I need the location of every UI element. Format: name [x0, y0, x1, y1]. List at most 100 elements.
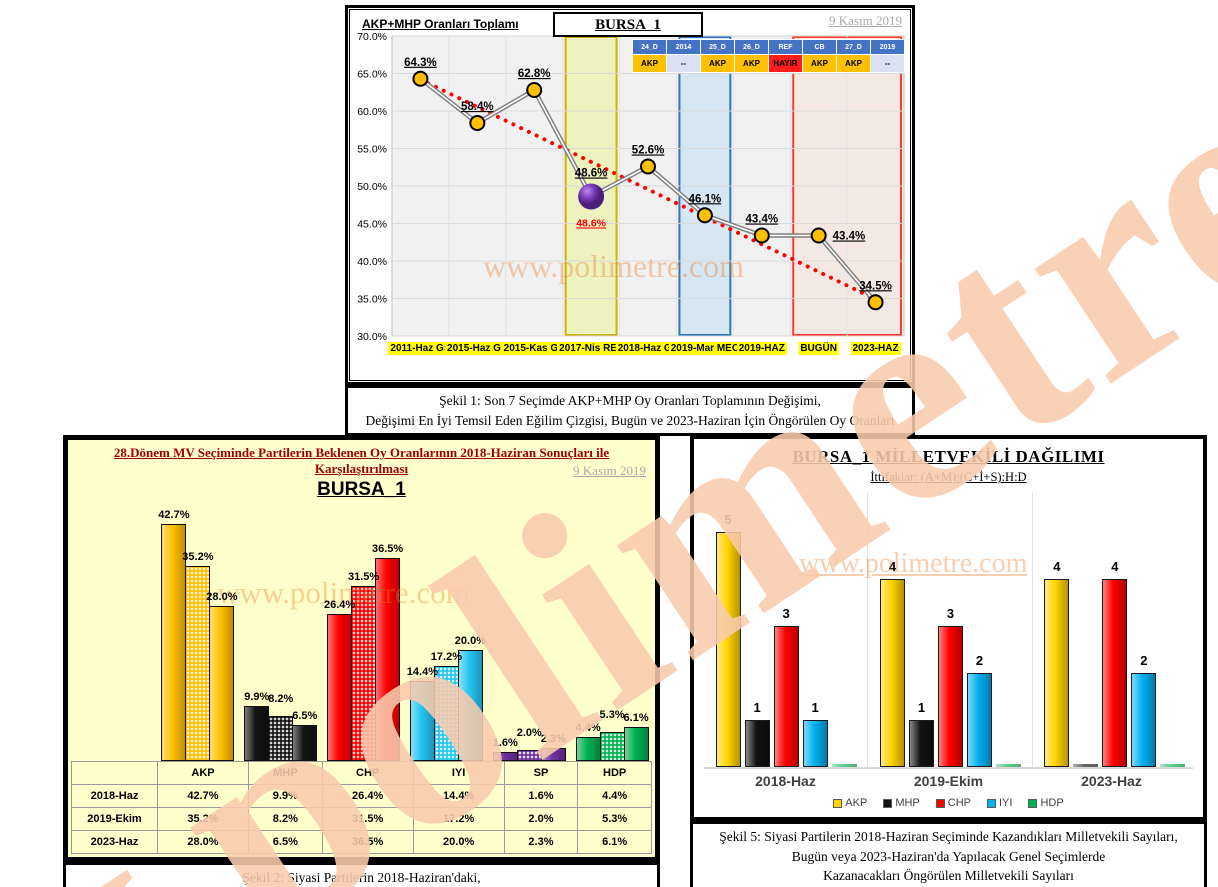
fig3-legend-label: HDP: [1040, 797, 1064, 809]
fig1-past-results-table: 24_D 2014 25_D 26_D REF CB 27_D 2019 AKP -- AKP AKP…: [632, 39, 905, 73]
fig3-legend-swatch: [987, 798, 996, 808]
fig1-x-label: 2015-Kas GS: [501, 342, 567, 355]
fig3-legend-swatch: [1028, 798, 1038, 808]
fig3-bar-value-label: 1: [753, 700, 761, 715]
fig1-y-tick: 40.0%: [357, 256, 387, 268]
fig3-x-label: 2018-Haz: [755, 773, 816, 789]
fig2-table-value-cell: 42.7%: [157, 784, 249, 808]
fig1-x-label: 2019-HAZ: [736, 342, 787, 355]
fig2-region-label: BURSA_1: [317, 479, 406, 500]
fig2-bar-IYI-2018-Haz: [409, 681, 435, 761]
fig3-legend-label: IYI: [999, 797, 1013, 809]
fig2-bar-value-label: 6.1%: [623, 712, 649, 725]
fig1-data-label: 34.5%: [859, 280, 892, 292]
fig3-bar-HDP-2023-Haz: [1160, 764, 1186, 767]
fig1-result-header-cell: 2014: [666, 39, 701, 55]
fig2-table-value-cell: 2.3%: [503, 830, 579, 854]
fig2-table-value-cell: 6.1%: [577, 830, 652, 854]
fig2-bar-SP-2018-Haz: [492, 752, 518, 761]
fig2-bar-CHP-2019-Ekim: [351, 586, 377, 761]
fig1-y-tick: 70.0%: [357, 31, 387, 43]
fig2-table-value-cell: 14.4%: [412, 784, 505, 808]
fig1-data-marker: [640, 158, 656, 175]
fig2-bar-IYI-2019-Ekim: [433, 665, 459, 761]
fig3-legend-item-IYI: IYI: [987, 797, 1012, 809]
fig2-table-value-cell: 5.3%: [577, 807, 652, 831]
fig2-bar-value-label: 5.3%: [599, 708, 625, 721]
fig2-plot: www.polimetre.com 42.7% 35.2% 28.0% 9.9% 8.2…: [157, 505, 652, 761]
fig3-bar-MHP-2023-Haz: [1073, 764, 1099, 767]
fig2-table-value-cell: 6.5%: [247, 830, 323, 854]
fig3-legend-label: CHP: [947, 797, 971, 809]
fig1-y-tick: 35.0%: [357, 294, 387, 306]
fig2-table-party-header: AKP: [157, 761, 249, 785]
fig1-result-header-cell: 24_D: [632, 39, 667, 55]
fig1-data-marker: [753, 227, 770, 244]
fig3-legend-swatch: [935, 798, 945, 808]
fig1-caption: Şekil 1: Son 7 Seçimde AKP+MHP Oy Oranla…: [345, 385, 915, 437]
fig2-bar-value-label: 26.4%: [323, 599, 356, 612]
fig1-data-label: 52.6%: [632, 145, 665, 157]
fig3-bar-IYI-2018-Haz: [802, 720, 828, 767]
fig2-bar-HDP-2023-Haz: [623, 727, 649, 761]
fig1-result-winner-cell: AKP: [802, 54, 837, 73]
fig2-bar-value-label: 2.3%: [540, 733, 566, 746]
fig2-bar-value-label: 28.0%: [206, 590, 238, 603]
fig3-bar-IYI-2019-Ekim: [966, 673, 992, 767]
fig2-data-table: AKP MHP CHP IYI SP HDP 2018-Haz 42.7% 9.9% 26.4% 1…: [71, 761, 652, 854]
fig3-caption-line3: Kazanacakları Öngörülen Milletvekili Say…: [823, 868, 1074, 884]
fig2-table-value-cell: 35.2%: [157, 807, 249, 831]
fig3-bar-value-label: 1: [811, 700, 819, 715]
fig2-table-party-header: MHP: [247, 761, 323, 785]
fig1-result-winner-cell: AKP: [836, 54, 871, 73]
fig1-data-label: 58.4%: [461, 101, 494, 113]
fig3-bar-value-label: 3: [946, 606, 955, 621]
fig2-bar-value-label: 4.4%: [575, 721, 601, 734]
fig3-bar-MHP-2019-Ekim: [908, 720, 934, 767]
fig3-bar-AKP-2018-Haz: [715, 532, 741, 767]
fig3-bar-HDP-2018-Haz: [831, 764, 857, 767]
fig1-x-label: 2019-Mar MEC: [668, 342, 742, 355]
fig2-bar-SP-2023-Haz: [540, 748, 566, 761]
fig2-table-party-header: CHP: [321, 761, 414, 785]
fig2-caption: Şekil 2: Siyasi Partilerin 2018-Haziran'…: [63, 862, 660, 887]
fig1-data-marker: [867, 294, 884, 311]
fig1-purple-sphere-marker: [578, 183, 605, 210]
fig1-result-winner-cell: AKP: [632, 54, 667, 73]
fig2-bar-MHP-2023-Haz: [292, 724, 318, 761]
fig2-table-corner-cell: [71, 761, 158, 785]
fig1-result-winner-cell: AKP: [734, 54, 769, 73]
fig3-bar-CHP-2018-Haz: [773, 626, 799, 767]
fig1-y-tick: 55.0%: [357, 144, 387, 156]
fig2-table-value-cell: 2.0%: [503, 807, 579, 831]
fig1-caption-line1: Şekil 1: Son 7 Seçimde AKP+MHP Oy Oranla…: [439, 393, 821, 408]
fig1-result-winner-cell: HAYIR: [768, 54, 803, 73]
fig1-result-header-cell: CB: [802, 39, 837, 55]
fig2-bar-MHP-2019-Ekim: [268, 715, 294, 761]
fig2-bar-SP-2019-Ekim: [516, 749, 542, 761]
fig3-bar-value-label: 2: [1140, 653, 1148, 668]
figure-1-line-chart: AKP+MHP Oranları Toplamı BURSA_1 9 Kasım…: [345, 5, 915, 437]
fig3-bar-value-label: 4: [888, 559, 897, 574]
fig1-y-tick: 45.0%: [357, 219, 387, 231]
fig3-bar-value-label: 4: [1053, 559, 1061, 574]
fig1-result-winner-cell: --: [666, 54, 701, 73]
fig3-legend-item-AKP: AKP: [833, 797, 867, 809]
fig2-table-value-cell: 17.2%: [412, 807, 505, 831]
fig2-bar-value-label: 31.5%: [347, 571, 380, 584]
fig2-bar-MHP-2018-Haz: [244, 706, 270, 761]
fig3-bar-value-label: 5: [724, 512, 732, 527]
fig3-bar-value-label: 4: [1111, 559, 1119, 574]
fig2-bar-CHP-2018-Haz: [327, 614, 353, 761]
fig1-date: 9 Kasım 2019: [829, 13, 902, 28]
fig2-caption-line1: Şekil 2: Siyasi Partilerin 2018-Haziran'…: [242, 870, 481, 885]
fig3-group-2019-Ekim: 4 1 3 2: [868, 493, 1033, 767]
fig3-bar-IYI-2023-Haz: [1131, 673, 1157, 767]
fig2-bar-IYI-2023-Haz: [457, 650, 483, 761]
fig2-bar-value-label: 1.6%: [492, 737, 518, 750]
fig1-result-header-cell: 25_D: [700, 39, 735, 55]
fig2-table-value-cell: 4.4%: [577, 784, 652, 808]
fig3-legend: AKP MHP CHP IYI HDP: [704, 797, 1193, 809]
fig2-table-value-cell: 36.5%: [321, 830, 414, 854]
